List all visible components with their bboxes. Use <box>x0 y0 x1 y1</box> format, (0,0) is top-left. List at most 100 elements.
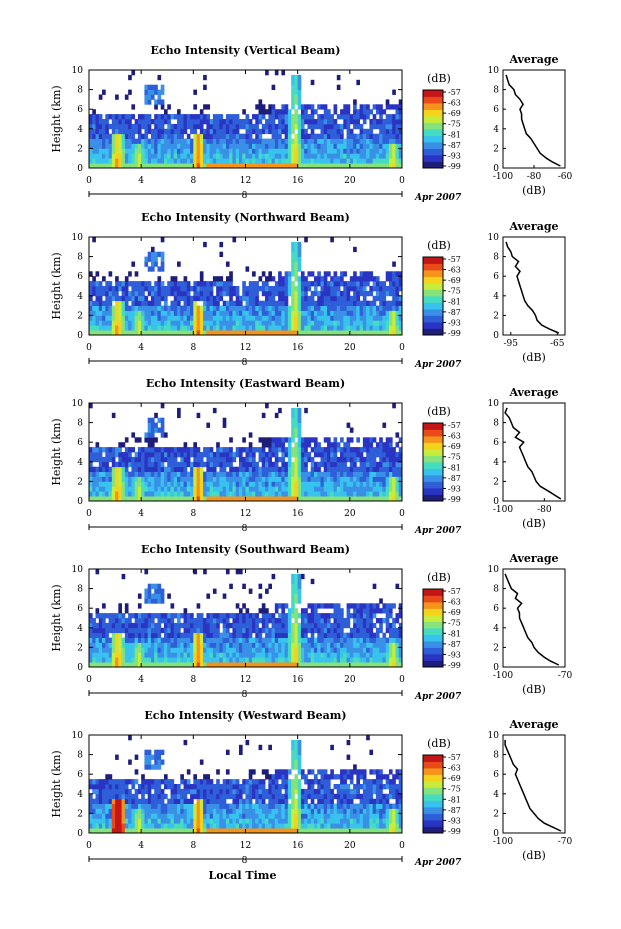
heatmap-cell <box>118 442 122 448</box>
heatmap-cell <box>333 148 338 154</box>
heatmap-cell <box>89 642 93 648</box>
heatmap-cell <box>232 491 237 497</box>
heatmap-cell <box>346 143 351 149</box>
heatmap-cell <box>327 143 331 149</box>
heatmap-cell <box>150 432 155 438</box>
heatmap-cell <box>362 486 367 492</box>
heatmap-cells <box>89 403 403 502</box>
heatmap-cell <box>199 622 204 629</box>
heatmap-cell <box>258 632 263 638</box>
heatmap-cell <box>235 491 240 497</box>
heatmap-cell <box>395 281 400 287</box>
heatmap-cell <box>89 496 93 502</box>
heatmap-cell <box>366 452 370 458</box>
heatmap-cell <box>203 114 207 120</box>
heatmap-cell <box>245 476 250 482</box>
heatmap-cell <box>307 320 312 326</box>
heatmap-cell <box>141 476 145 482</box>
heatmap-cell <box>92 818 96 824</box>
heatmap-cell <box>216 153 220 159</box>
heatmap-cell <box>147 325 152 331</box>
heatmap-cell <box>317 315 321 321</box>
heatmap-cell <box>89 114 93 120</box>
heatmap-cell <box>150 598 155 604</box>
colorbar-band <box>423 96 443 104</box>
heatmap-cell <box>199 133 204 139</box>
heatmap-cell <box>294 94 299 100</box>
heatmap-cell <box>157 310 162 316</box>
heatmap-cell <box>359 603 364 609</box>
heatmap-cell <box>362 642 367 648</box>
heatmap-cell <box>287 119 292 125</box>
heatmap-cell <box>304 109 308 115</box>
heatmap-cell <box>102 486 106 492</box>
heatmap-cell <box>89 403 93 409</box>
heatmap-cell <box>313 491 318 497</box>
heatmap-cell <box>353 295 357 302</box>
heatmap-cell <box>141 632 145 638</box>
heatmap-cell <box>382 442 387 448</box>
heatmap-cell <box>255 320 259 326</box>
heatmap-cell <box>304 290 308 297</box>
heatmap-cell <box>366 481 370 487</box>
heatmap-cell <box>137 466 142 472</box>
heatmap-cell <box>190 114 194 120</box>
heatmap-cell <box>330 456 334 463</box>
heatmap-cell <box>307 637 312 643</box>
heatmap-cell <box>186 652 191 658</box>
heatmap-cell <box>154 143 158 149</box>
heatmap-cell <box>190 632 194 638</box>
heatmap-cell <box>382 158 387 164</box>
heatmap-cell <box>297 163 302 169</box>
heatmap-cell <box>333 276 338 282</box>
heatmap-cell <box>193 622 197 629</box>
heatmap-cell <box>92 803 96 809</box>
heatmap-cell <box>271 437 276 443</box>
heatmap-cell <box>271 104 276 110</box>
heatmap-cell <box>268 657 272 663</box>
heatmap-cell <box>118 305 122 311</box>
heatmap-cell <box>353 481 357 487</box>
heatmap-cell <box>349 153 354 159</box>
y-tick-label: 0 <box>77 331 83 341</box>
x-tick-label: 8 <box>190 509 196 519</box>
heatmap-cell <box>199 471 204 477</box>
heatmap-cell <box>261 320 266 326</box>
heatmap-cell <box>353 104 357 110</box>
heatmap-cell <box>196 158 201 164</box>
colorbar-tick-label: -69 <box>448 442 461 451</box>
heatmap-cell <box>150 261 155 267</box>
colorbar-unit: (dB) <box>427 405 451 418</box>
heatmap-cell <box>281 652 286 658</box>
heatmap-cell <box>327 271 331 277</box>
heatmap-cell <box>144 618 149 624</box>
avg-y-tick-label: 4 <box>493 458 499 468</box>
heatmap-cell <box>356 114 361 120</box>
heatmap-cell <box>203 325 207 331</box>
heatmap-cell <box>238 608 243 614</box>
average-frame <box>502 568 566 668</box>
heatmap-cell <box>304 476 308 482</box>
heatmap-cell <box>150 637 155 643</box>
heatmap-cell <box>111 412 116 419</box>
heatmap-cell <box>304 447 308 453</box>
heatmap-cell <box>105 295 109 302</box>
heatmap-cell <box>222 143 227 149</box>
x-tick-label: 0 <box>86 343 92 353</box>
heatmap-cell <box>372 583 377 589</box>
heatmap-cell <box>297 627 302 634</box>
heatmap-cell <box>105 642 109 648</box>
heatmap-cell <box>395 138 400 144</box>
heatmap-cell <box>392 461 396 468</box>
heatmap-cell <box>343 114 347 120</box>
heatmap-cell <box>160 662 165 668</box>
heatmap-cell <box>124 310 129 316</box>
heatmap-cell <box>297 256 302 262</box>
heatmap-cell <box>320 310 325 316</box>
colorbar-tick-label: -87 <box>448 308 461 317</box>
heatmap-cell <box>98 310 103 316</box>
heatmap-cell <box>330 237 334 243</box>
heatmap-cell <box>369 158 374 164</box>
colorbar-tick-label: -63 <box>448 266 461 275</box>
heatmap-cell <box>340 153 344 159</box>
